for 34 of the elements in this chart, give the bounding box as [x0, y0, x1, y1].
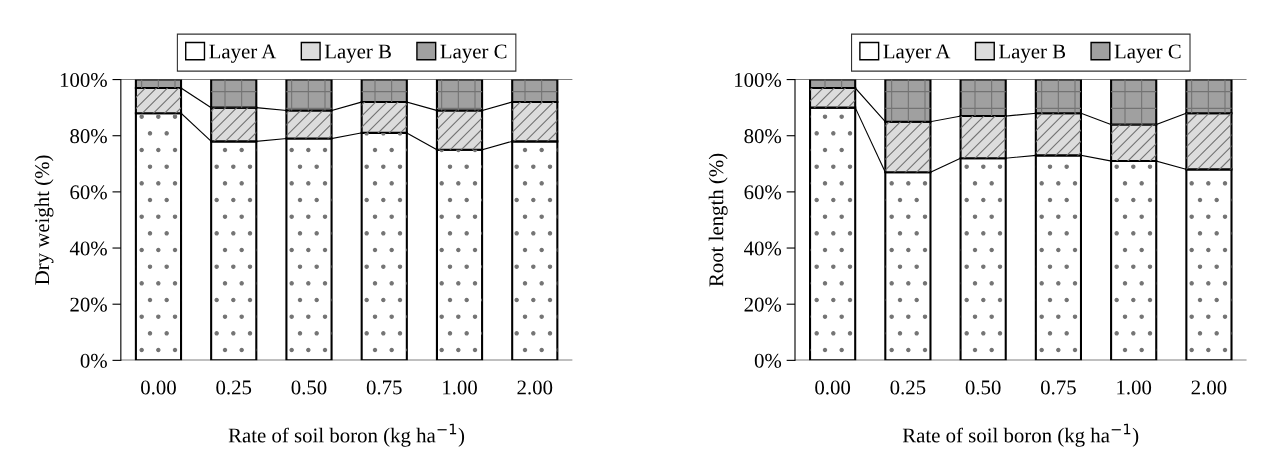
y-tick-label: 60% [744, 185, 782, 200]
x-tick-label: 0.50 [291, 380, 327, 395]
y-tick-label: 40% [69, 241, 107, 256]
legend-label: Layer C [440, 44, 507, 63]
x-tick-label: 0.00 [815, 380, 851, 395]
x-tick-label: 1.00 [1117, 380, 1152, 395]
x-axis-title: Rate of soil boron (kg ha$^{−1}$) [902, 423, 1139, 447]
y-tick-label: 0% [754, 353, 782, 368]
x-tick-label: 0.75 [366, 380, 402, 395]
legend-label: Layer A [209, 44, 277, 63]
x-tick-label: 2.00 [1191, 380, 1227, 395]
x-tick-label: 0.75 [1040, 380, 1076, 395]
y-tick-label: 80% [70, 129, 107, 144]
y-axis-title: Root length (%) [708, 153, 728, 287]
y-tick-label: 20% [70, 297, 107, 312]
legend-label: Layer C [1114, 44, 1181, 63]
y-axis-title: Dry weight (%) [34, 155, 54, 285]
x-axis-title: Rate of soil boron (kg ha$^{−1}$) [228, 423, 465, 447]
y-tick-label: 100% [735, 72, 782, 88]
y-tick-label: 60% [70, 185, 107, 200]
y-tick-label: 80% [744, 129, 782, 144]
y-tick-label: 40% [744, 241, 782, 256]
legend-label: Layer B [324, 44, 391, 63]
x-tick-label: 1.00 [443, 380, 477, 395]
x-tick-label: 0.00 [141, 380, 176, 395]
x-tick-label: 0.25 [216, 380, 252, 395]
legend-label: Layer B [999, 44, 1066, 63]
x-tick-label: 0.50 [965, 380, 1001, 395]
y-tick-label: 20% [744, 297, 782, 312]
y-tick-label: 0% [80, 353, 107, 368]
x-tick-label: 0.25 [890, 380, 926, 395]
y-tick-label: 100% [60, 72, 107, 88]
x-tick-label: 2.00 [517, 380, 553, 395]
legend-label: Layer A [883, 44, 951, 63]
